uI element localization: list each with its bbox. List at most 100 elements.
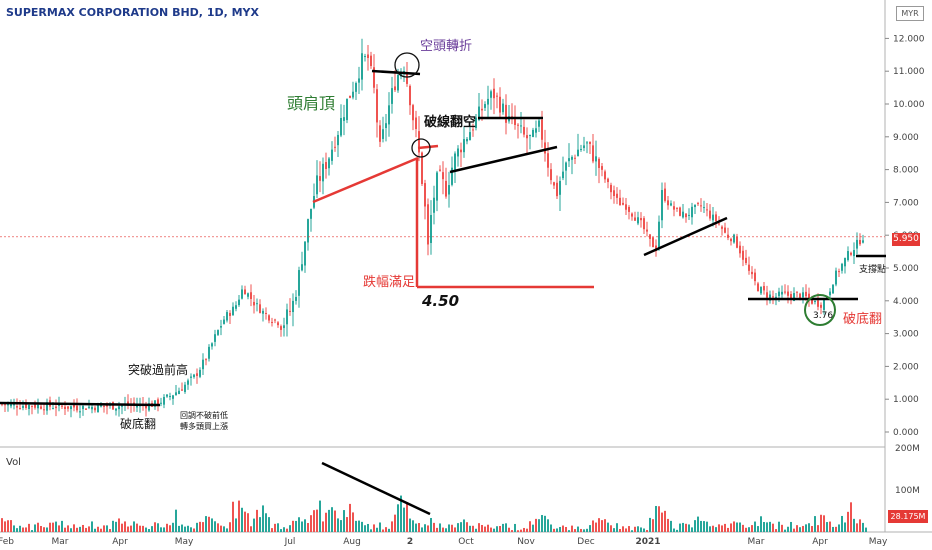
candle-body — [475, 117, 477, 129]
volume-bar — [298, 517, 300, 532]
volume-bar — [130, 525, 132, 532]
neckline — [312, 156, 419, 204]
candle-body — [652, 237, 654, 248]
candle-body — [856, 239, 858, 249]
candle-body — [25, 402, 27, 409]
y-tick-label: 1.000 — [893, 395, 919, 405]
volume-bar — [229, 522, 231, 532]
volume-bar — [40, 525, 42, 532]
candle-body — [271, 321, 273, 323]
volume-bar — [667, 518, 669, 532]
volume-bar — [730, 523, 732, 532]
candle-body — [121, 405, 123, 407]
x-tick-label: May — [175, 537, 194, 547]
volume-bar — [808, 523, 810, 532]
volume-bar — [805, 524, 807, 532]
candle-body — [619, 197, 621, 206]
candle-body — [28, 405, 30, 410]
currency-badge[interactable]: MYR — [896, 6, 924, 21]
volume-bar — [304, 519, 306, 532]
candle-body — [808, 293, 810, 299]
volume-group — [1, 495, 867, 532]
volume-bar — [616, 523, 618, 532]
candle-body — [214, 334, 216, 342]
candle-body — [532, 129, 534, 137]
volume-bar — [814, 516, 816, 532]
candle-body — [22, 405, 24, 408]
candle-body — [706, 209, 708, 211]
volume-bar — [1, 518, 3, 532]
volume-bar — [595, 522, 597, 532]
volume-bar — [160, 527, 162, 532]
volume-bar — [634, 526, 636, 532]
candle-body — [769, 294, 771, 301]
volume-bar — [199, 521, 201, 532]
candle-body — [169, 396, 171, 398]
candle-body — [409, 85, 411, 106]
volume-bar — [742, 524, 744, 532]
candle-body — [301, 264, 303, 271]
volume-bar — [418, 523, 420, 532]
volume-bar — [529, 521, 531, 532]
volume-bar — [556, 528, 558, 532]
candle-body — [541, 119, 543, 140]
volume-bar — [340, 520, 342, 532]
volume-bar — [457, 523, 459, 532]
candle-body — [355, 83, 357, 92]
candle-body — [499, 96, 501, 113]
volume-bar — [64, 527, 66, 532]
volume-bar — [205, 516, 207, 532]
x-tick-label: Apr — [812, 537, 828, 547]
candle-body — [100, 405, 102, 407]
candle-body — [136, 405, 138, 408]
volume-bar — [790, 521, 792, 532]
volume-bar — [613, 528, 615, 532]
candle-body — [592, 145, 594, 162]
volume-bar — [316, 509, 318, 532]
volume-bar — [388, 528, 390, 532]
candle-body — [484, 104, 486, 108]
annotation-short-turn: 空頭轉折 — [420, 39, 473, 54]
volume-bar — [781, 524, 783, 532]
candle-body — [784, 291, 786, 293]
volume-bar — [79, 526, 81, 532]
candle-body — [793, 293, 795, 302]
volume-bar — [211, 518, 213, 532]
candle-body — [466, 138, 468, 142]
volume-bar — [109, 529, 111, 532]
volume-bar — [826, 522, 828, 532]
volume-bar — [184, 526, 186, 532]
volume-bar — [493, 528, 495, 532]
candle-body — [568, 158, 570, 162]
volume-bar — [232, 501, 234, 532]
candle-body — [724, 227, 726, 233]
candle-body — [343, 117, 345, 121]
volume-bar — [733, 521, 735, 532]
candle-body — [637, 217, 639, 224]
candle-body — [157, 399, 159, 406]
volume-bar — [337, 518, 339, 532]
volume-bar — [358, 520, 360, 532]
annotation-pullback-1: 回調不破前低 — [180, 411, 228, 420]
candle-body — [859, 239, 861, 245]
candle-body — [739, 245, 741, 254]
volume-bar — [832, 526, 834, 532]
candle-body — [256, 303, 258, 305]
candle-body — [316, 175, 318, 195]
candle-body — [352, 91, 354, 98]
downtrend-break-line — [643, 216, 728, 257]
volume-bar — [844, 522, 846, 532]
volume-bar — [250, 526, 252, 532]
volume-bar — [22, 527, 24, 532]
candle-body — [262, 310, 264, 314]
x-tick-label: Mar — [52, 537, 69, 547]
volume-bar — [235, 518, 237, 532]
candle-body — [424, 183, 426, 207]
volume-bar — [841, 515, 843, 532]
candle-body — [763, 286, 765, 291]
volume-bar — [631, 530, 633, 532]
candle-body — [298, 270, 300, 296]
volume-bar — [349, 503, 351, 532]
annotation-low-value: 3.76 — [813, 311, 834, 321]
candle-body — [160, 402, 162, 404]
